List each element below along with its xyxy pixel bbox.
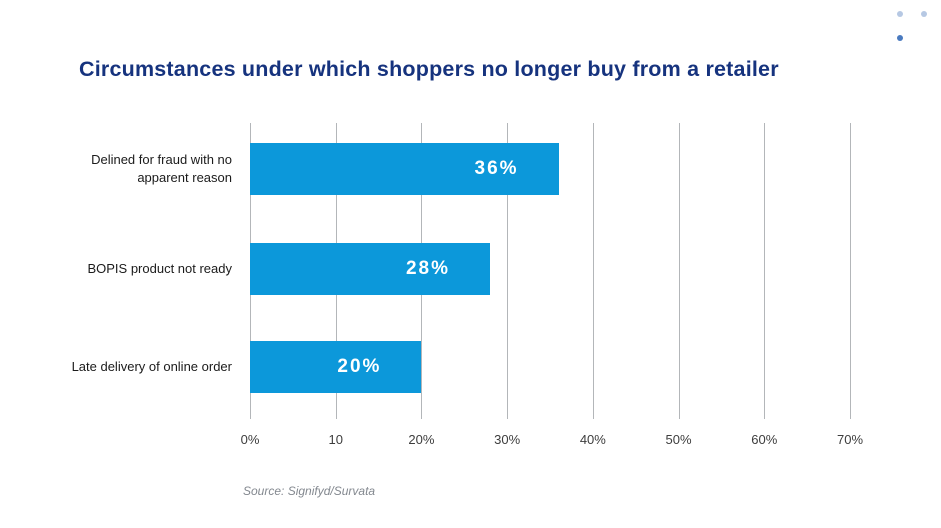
bar-row: Late delivery of online order 20% bbox=[0, 341, 941, 393]
bar-track: 28% bbox=[250, 243, 850, 295]
gridline bbox=[507, 123, 509, 419]
source-note: Source: Signifyd/Survata bbox=[243, 484, 376, 498]
decor-dot-icon bbox=[897, 35, 903, 41]
x-axis: 0% 10 20% 30% 40% 50% 60% 70% bbox=[241, 432, 863, 452]
decor-dot-icon bbox=[921, 11, 927, 17]
gridline bbox=[850, 123, 851, 419]
x-tick-label: 40% bbox=[579, 432, 606, 447]
bar-track: 36% bbox=[250, 143, 850, 195]
category-label: Delined for fraud with no apparent reaso… bbox=[91, 152, 232, 185]
bar-value-label: 36% bbox=[474, 158, 519, 179]
category-label: Late delivery of online order bbox=[71, 359, 232, 374]
category-label: BOPIS product not ready bbox=[87, 261, 232, 276]
x-tick-label: 10 bbox=[328, 432, 343, 447]
bar-value-label: 28% bbox=[405, 258, 450, 279]
bar-row: BOPIS product not ready 28% bbox=[0, 243, 941, 295]
bar: 28% bbox=[250, 243, 490, 295]
gridline bbox=[764, 123, 766, 419]
x-tick-label: 70% bbox=[836, 432, 864, 447]
decor-dot-icon bbox=[897, 11, 903, 17]
bar-value-label: 20% bbox=[337, 356, 382, 377]
gridline bbox=[592, 123, 594, 419]
bar-row: Delined for fraud with no apparent reaso… bbox=[0, 143, 941, 195]
gridline bbox=[678, 123, 680, 419]
x-tick-label: 60% bbox=[751, 432, 778, 447]
x-tick-label: 0% bbox=[240, 432, 260, 447]
bar: 36% bbox=[250, 143, 559, 195]
bar-track: 20% bbox=[250, 341, 850, 393]
x-tick-label: 20% bbox=[408, 432, 435, 447]
chart-title: Circumstances under which shoppers no lo… bbox=[79, 57, 779, 82]
bar: 20% bbox=[250, 341, 422, 393]
x-tick-label: 30% bbox=[494, 432, 521, 447]
x-tick-label: 50% bbox=[665, 432, 692, 447]
